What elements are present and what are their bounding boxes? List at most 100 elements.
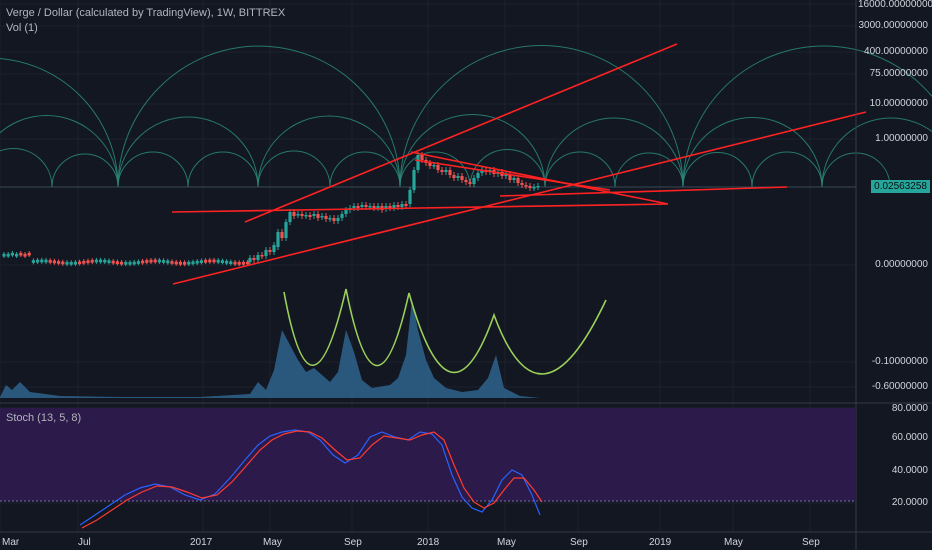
candle-body: [128, 261, 132, 265]
stoch-band: [0, 408, 856, 501]
candle-body: [436, 165, 440, 170]
price-tick: 3000.00000000: [858, 20, 928, 31]
candle-body: [27, 252, 31, 256]
candle-body: [15, 253, 19, 257]
candle-body: [10, 252, 14, 256]
candle-body: [52, 260, 56, 264]
candle-body: [476, 173, 480, 178]
time-tick: Sep: [802, 537, 820, 548]
candle-body: [340, 214, 344, 218]
candle-body: [145, 260, 149, 263]
candle-body: [229, 261, 233, 265]
candle-body: [44, 259, 48, 263]
time-tick: 2018: [417, 537, 440, 548]
large-cycle-arc: [0, 58, 119, 188]
candle-body: [472, 178, 476, 184]
candle-body: [444, 170, 448, 172]
candle-body: [40, 259, 44, 263]
candle-body: [388, 206, 392, 208]
time-tick: Mar: [2, 537, 20, 548]
trendline: [172, 111, 867, 285]
candle-body: [532, 187, 536, 189]
candle-body: [170, 261, 174, 264]
candle-body: [480, 170, 484, 173]
price-tick: -0.60000000: [871, 381, 928, 392]
price-tick: 0.00000000: [875, 259, 928, 270]
stoch-label[interactable]: Stoch (13, 5, 8): [6, 412, 82, 424]
volume-label[interactable]: Vol (1): [6, 22, 38, 34]
candle-body: [252, 258, 256, 260]
candle-body: [141, 260, 145, 264]
candle-body: [384, 206, 388, 209]
candle-body: [316, 214, 320, 218]
price-tick: 1.00000000: [875, 133, 928, 144]
time-tick: Sep: [570, 537, 588, 548]
candle-body: [260, 255, 264, 257]
candle-body: [416, 155, 420, 170]
stoch-tick: 80.0000: [891, 403, 928, 414]
trendline: [499, 186, 788, 197]
candle-body: [31, 260, 35, 263]
medium-cycle-arc: [0, 115, 119, 188]
candle-body: [233, 261, 237, 265]
candle-body: [396, 205, 400, 207]
candle-body: [304, 215, 308, 217]
candle-body: [504, 174, 508, 176]
candle-body: [392, 205, 396, 208]
candle-body: [404, 204, 408, 206]
candle-body: [344, 210, 348, 214]
price-tick: 16000.00000000: [858, 0, 932, 10]
candle-body: [241, 261, 245, 265]
candle-body: [103, 259, 107, 263]
trendline: [171, 203, 669, 213]
small-cycle-arc: [0, 148, 53, 188]
candle-body: [195, 260, 199, 264]
price-tick: 400.00000000: [864, 46, 928, 57]
candle-body: [178, 261, 182, 265]
symbol-title[interactable]: Verge / Dollar (calculated by TradingVie…: [6, 7, 286, 19]
candle-body: [107, 260, 111, 263]
candle-body: [120, 261, 124, 265]
large-cycle-arc: [117, 45, 401, 188]
candle-body: [284, 222, 288, 238]
candle-body: [19, 252, 23, 256]
medium-cycle-arc: [257, 115, 401, 188]
candle-body: [2, 253, 6, 257]
candle-body: [468, 182, 472, 184]
candle-body: [94, 259, 98, 263]
candle-body: [132, 261, 136, 265]
candle-body: [412, 170, 416, 190]
candle-body: [280, 232, 284, 238]
candle-body: [86, 260, 90, 264]
candle-body: [420, 155, 424, 160]
candle-body: [36, 259, 40, 263]
candle-body: [6, 253, 10, 257]
stoch-tick: 40.0000: [891, 465, 928, 476]
candle-body: [115, 261, 119, 265]
candle-body: [78, 261, 82, 265]
candle-body: [520, 183, 524, 185]
candle-body: [256, 255, 260, 260]
time-tick: Jul: [78, 537, 91, 548]
candle-body: [61, 261, 65, 265]
time-tick: May: [263, 537, 282, 548]
time-tick: Sep: [344, 537, 362, 548]
trendline: [414, 159, 611, 191]
candle-body: [356, 206, 360, 208]
time-tick: 2017: [190, 537, 213, 548]
candle-body: [157, 259, 161, 263]
small-cycle-arc: [399, 151, 471, 188]
large-cycle-arc: [399, 45, 684, 188]
candle-body: [225, 260, 229, 264]
candle-body: [428, 163, 432, 166]
candle-body: [372, 206, 376, 208]
candle-body: [48, 260, 52, 263]
candle-body: [320, 216, 324, 218]
candle-body: [149, 259, 153, 263]
candle-body: [312, 214, 316, 216]
candle-body: [376, 206, 380, 208]
stoch-tick: 20.0000: [891, 497, 928, 508]
candle-body: [360, 205, 364, 207]
